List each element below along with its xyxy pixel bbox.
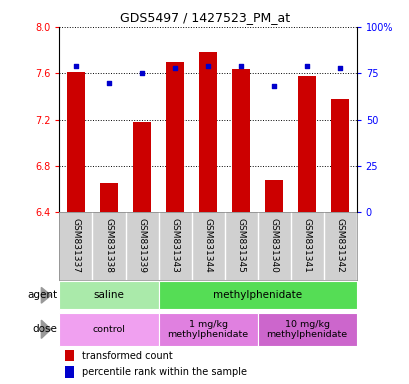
Text: GSM831345: GSM831345: [236, 218, 245, 273]
Text: GSM831342: GSM831342: [335, 218, 344, 273]
Text: GSM831343: GSM831343: [170, 218, 179, 273]
Bar: [100, 184, 118, 212]
Text: GSM831340: GSM831340: [269, 218, 278, 273]
Point: [106, 79, 112, 86]
Point: [138, 70, 145, 76]
Bar: [166, 62, 184, 212]
Text: GSM831339: GSM831339: [137, 218, 146, 273]
Bar: [297, 76, 315, 212]
Text: GDS5497 / 1427523_PM_at: GDS5497 / 1427523_PM_at: [120, 12, 289, 25]
Bar: [133, 122, 151, 212]
Bar: [264, 180, 283, 212]
Text: control: control: [92, 325, 125, 334]
Point: [204, 63, 211, 69]
Point: [336, 65, 343, 71]
Point: [72, 63, 79, 69]
Point: [171, 65, 178, 71]
Text: saline: saline: [93, 290, 124, 300]
Bar: [330, 99, 348, 212]
Bar: [231, 69, 249, 212]
Bar: [59, 281, 158, 310]
Text: 1 mg/kg
methylphenidate: 1 mg/kg methylphenidate: [167, 319, 248, 339]
Bar: [198, 52, 217, 212]
Text: 10 mg/kg
methylphenidate: 10 mg/kg methylphenidate: [266, 319, 347, 339]
Text: percentile rank within the sample: percentile rank within the sample: [81, 367, 246, 377]
Text: transformed count: transformed count: [81, 351, 172, 361]
Point: [270, 83, 277, 89]
Text: agent: agent: [27, 290, 57, 300]
Text: GSM831337: GSM831337: [71, 218, 80, 273]
Text: GSM831341: GSM831341: [302, 218, 311, 273]
Bar: [158, 313, 257, 346]
Bar: [65, 366, 74, 377]
Bar: [59, 313, 158, 346]
Text: methylphenidate: methylphenidate: [213, 290, 301, 300]
Point: [237, 63, 244, 69]
Bar: [158, 281, 356, 310]
Bar: [67, 72, 85, 212]
Text: GSM831344: GSM831344: [203, 218, 212, 273]
Polygon shape: [41, 320, 51, 338]
Text: GSM831338: GSM831338: [104, 218, 113, 273]
Bar: [257, 313, 356, 346]
Bar: [65, 350, 74, 361]
Text: dose: dose: [32, 324, 57, 334]
Point: [303, 63, 310, 69]
Polygon shape: [41, 287, 51, 303]
